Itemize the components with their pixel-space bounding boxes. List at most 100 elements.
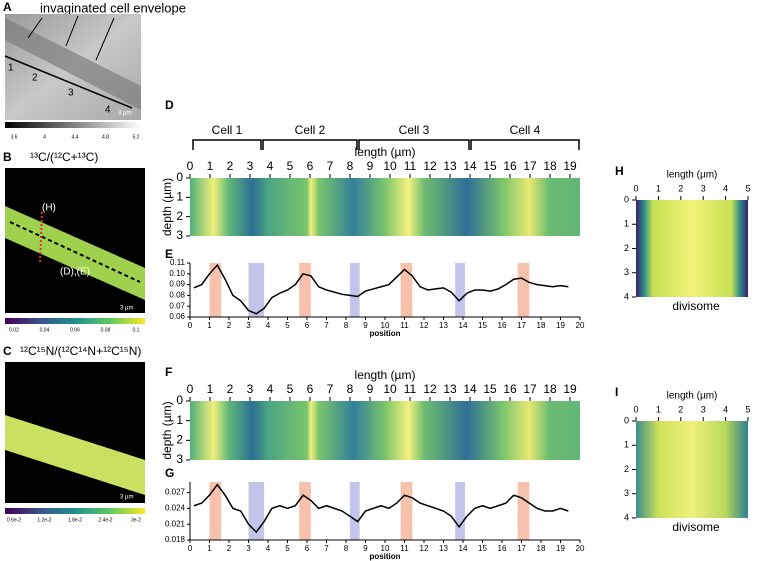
x-tick-label: 16 (498, 321, 507, 330)
cell (5, 18, 141, 110)
panel-label: A (3, 0, 12, 14)
y-tick-label: 0.08 (169, 291, 185, 300)
x-tick-label: 1 (656, 404, 661, 414)
x-tick-label: 3 (701, 183, 706, 193)
bracket (192, 139, 262, 150)
x-tick-label: 12 (420, 321, 429, 330)
y-axis-label: depth (µm) (160, 178, 174, 236)
colorbar-tick-label: 3e-2 (131, 517, 141, 523)
heatmap (636, 200, 748, 297)
x-tick-label: 8 (344, 544, 349, 553)
x-tick-label: 18 (543, 159, 557, 173)
x-tick-label: 4 (723, 183, 728, 193)
x-tick-label: 2 (678, 183, 683, 193)
x-tick-label: 17 (523, 159, 537, 173)
x-tick-label: 10 (381, 321, 390, 330)
x-tick-label: 10 (383, 382, 397, 396)
highlight (517, 482, 530, 540)
highlight (248, 263, 265, 317)
x-tick-label: 3 (247, 382, 254, 396)
y-tick-label: 3 (176, 452, 183, 466)
colorbar-tick-label: 0.08 (101, 327, 111, 333)
x-tick-label: 10 (381, 544, 390, 553)
y-axis-label: depth (µm) (160, 401, 174, 459)
cell-label: Cell 1 (212, 123, 243, 137)
y-tick-label: 0 (176, 393, 183, 407)
x-tick-label: 9 (363, 321, 368, 330)
x-tick-label: 8 (347, 382, 354, 396)
heatmap (190, 178, 580, 236)
y-tick-label: 0.018 (165, 535, 186, 544)
x-tick-label: 6 (305, 321, 310, 330)
y-tick-label: 1 (176, 190, 183, 204)
y-tick-label: 0 (624, 415, 629, 425)
y-tick-label: 4 (624, 512, 629, 522)
x-axis-label: length (µm) (667, 170, 718, 181)
x-tick-label: 9 (363, 544, 368, 553)
y-tick-label: 1 (624, 219, 629, 229)
line (193, 483, 569, 534)
cell-number: 1 (8, 63, 14, 74)
highlight (349, 263, 360, 317)
x-axis-label: length (µm) (355, 145, 416, 159)
x-tick-label: 1 (207, 544, 212, 553)
x-tick-label: 4 (267, 159, 274, 173)
x-tick-label: 14 (459, 321, 468, 330)
y-tick-label: 0.07 (169, 301, 185, 310)
panel-label: E (165, 247, 173, 261)
x-tick-label: 4 (266, 544, 271, 553)
highlight (299, 482, 311, 540)
y-tick-label: 0.021 (165, 519, 186, 528)
cell-number: 2 (32, 73, 38, 84)
x-tick-label: 2 (227, 159, 234, 173)
x-tick-label: 5 (285, 321, 290, 330)
colorbar-tick-label: 0.1 (133, 327, 140, 333)
x-tick-label: 5 (287, 159, 294, 173)
x-tick-label: 6 (307, 382, 314, 396)
colorbar-tick-label: 0.02 (9, 327, 19, 333)
x-tick-label: 19 (556, 544, 565, 553)
x-tick-label: 5 (745, 404, 750, 414)
bracket (470, 139, 580, 150)
profile-line (4, 55, 133, 109)
x-tick-label: 3 (701, 404, 706, 414)
highlight (400, 263, 413, 317)
y-tick-label: 2 (176, 209, 183, 223)
panel-label: C (3, 344, 12, 358)
x-tick-label: 20 (576, 544, 585, 553)
colorbar-tick-label: 1.2e-2 (37, 517, 51, 523)
x-tick-label: 0 (188, 321, 193, 330)
y-tick-label: 2 (624, 464, 629, 474)
colorbar-ticks: 0.6e-2 1.2e-2 1.8e-2 2.4e-2 3e-2 (7, 517, 141, 523)
x-tick-label: 10 (383, 159, 397, 173)
highlight (299, 263, 311, 317)
x-tick-label: 4 (267, 382, 274, 396)
highlight (209, 482, 222, 540)
x-tick-label: 15 (483, 159, 497, 173)
x-tick-label: 0 (187, 382, 194, 396)
x-tick-label: 15 (478, 321, 487, 330)
x-tick-label: 4 (266, 321, 271, 330)
x-tick-label: 18 (537, 321, 546, 330)
x-tick-label: 5 (287, 382, 294, 396)
x-tick-label: 7 (327, 382, 334, 396)
cell-label: Cell 3 (399, 123, 430, 137)
panel-label: F (165, 365, 172, 379)
x-tick-label: 1 (207, 382, 214, 396)
x-tick-label: 17 (517, 321, 526, 330)
x-tick-label: 1 (656, 183, 661, 193)
x-tick-label: 8 (347, 159, 354, 173)
y-tick-label: 0.024 (165, 503, 186, 512)
colorbar-ticks: 3.6 4 4.4 4.8 5.2 (11, 134, 140, 140)
y-tick-label: 3 (176, 228, 183, 242)
bracket (262, 139, 358, 150)
panel-label: H (615, 164, 624, 178)
cell (5, 415, 145, 495)
x-tick-label: 1 (207, 321, 212, 330)
y-tick-label: 0 (624, 194, 629, 204)
y-tick-label: 0.09 (169, 280, 185, 289)
x-tick-label: 0 (188, 544, 193, 553)
x-tick-label: 9 (367, 159, 374, 173)
colorbar-tick-label: 2.4e-2 (98, 517, 112, 523)
